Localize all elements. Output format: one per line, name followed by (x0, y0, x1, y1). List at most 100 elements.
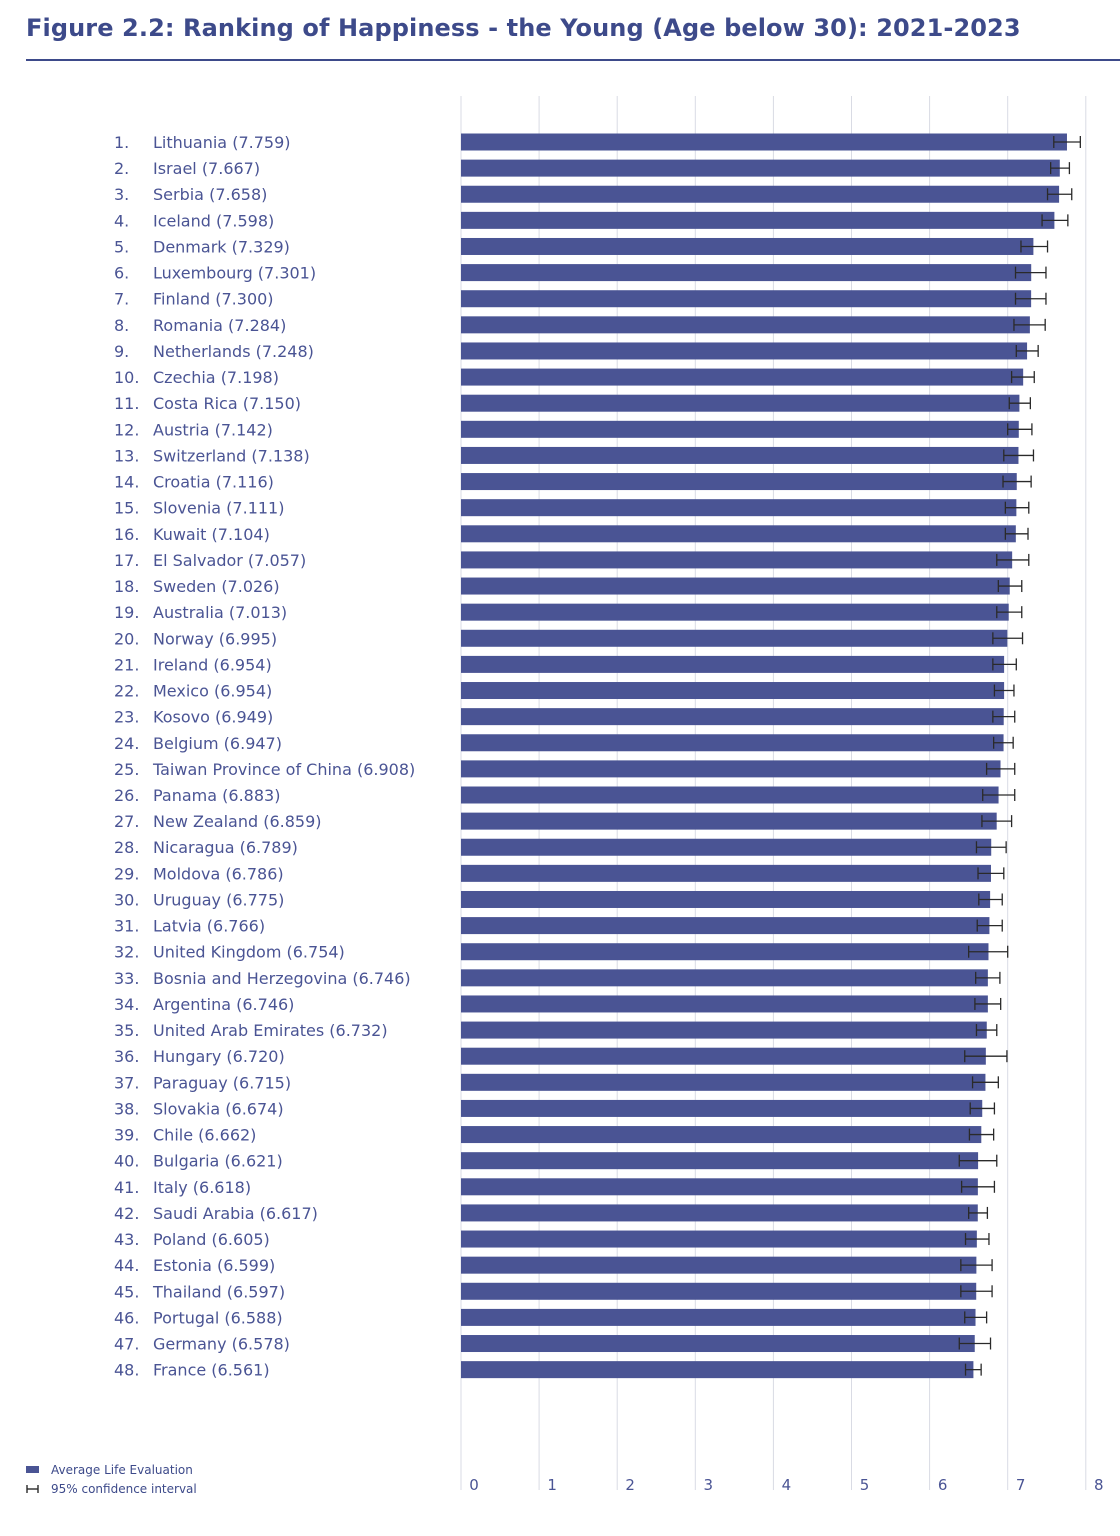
bar (461, 1047, 986, 1065)
bar (461, 446, 1019, 464)
category-rank: 8. (114, 316, 129, 335)
bar (461, 394, 1020, 412)
category-label: Saudi Arabia (6.617) (153, 1204, 318, 1223)
category-rank: 13. (114, 446, 139, 465)
category-label: Finland (7.300) (153, 290, 274, 309)
bar (461, 1073, 986, 1091)
category-label: France (6.561) (153, 1361, 270, 1380)
category-rank: 48. (114, 1361, 139, 1380)
legend-item-ci: 95% confidence interval (26, 1479, 197, 1498)
category-label: Croatia (7.116) (153, 473, 274, 492)
category-label: Taiwan Province of China (6.908) (152, 760, 415, 779)
category-rank: 25. (114, 760, 139, 779)
category-rank: 19. (114, 603, 139, 622)
bar (461, 629, 1008, 647)
category-label: Lithuania (7.759) (153, 133, 290, 152)
bar (461, 1308, 976, 1326)
category-label: El Salvador (7.057) (153, 551, 306, 570)
bar (461, 890, 991, 908)
bar (461, 812, 997, 830)
category-label: Romania (7.284) (153, 316, 286, 335)
x-tick-label: 4 (782, 1476, 792, 1494)
bar (461, 290, 1032, 308)
bar (461, 525, 1016, 543)
category-rank: 38. (114, 1099, 139, 1118)
bar (461, 1256, 977, 1274)
category-label: Slovenia (7.111) (153, 499, 284, 518)
title-underline (26, 59, 1120, 61)
category-rank: 2. (114, 159, 129, 178)
bar (461, 499, 1017, 517)
category-label: Portugal (6.588) (153, 1308, 283, 1327)
bar (461, 159, 1060, 177)
category-rank: 36. (114, 1047, 139, 1066)
bar (461, 1230, 977, 1248)
category-rank: 1. (114, 133, 129, 152)
category-rank: 15. (114, 499, 139, 518)
category-label: Germany (6.578) (153, 1335, 290, 1354)
category-label: Uruguay (6.775) (153, 890, 284, 909)
category-rank: 26. (114, 786, 139, 805)
category-label: Serbia (7.658) (153, 185, 267, 204)
category-rank: 29. (114, 864, 139, 883)
category-label: Estonia (6.599) (153, 1256, 275, 1275)
chart-title: Figure 2.2: Ranking of Happiness - the Y… (26, 14, 1021, 42)
category-label: Australia (7.013) (153, 603, 287, 622)
category-rank: 3. (114, 185, 129, 204)
category-label: Kuwait (7.104) (153, 525, 270, 544)
bar (461, 708, 1004, 726)
category-label: Thailand (6.597) (152, 1282, 285, 1301)
category-label: Poland (6.605) (153, 1230, 270, 1249)
bar (461, 577, 1010, 595)
x-tick-label: 1 (547, 1476, 557, 1494)
category-rank: 44. (114, 1256, 139, 1275)
bar (461, 1361, 974, 1379)
x-tick-label: 3 (704, 1476, 714, 1494)
category-label: Denmark (7.329) (153, 237, 290, 256)
bar (461, 1126, 982, 1144)
category-rank: 9. (114, 342, 129, 361)
bar (461, 1335, 975, 1353)
bar (461, 342, 1028, 360)
bar (461, 682, 1005, 700)
bar (461, 734, 1004, 752)
category-label: Kosovo (6.949) (153, 708, 273, 727)
x-tick-label: 0 (469, 1476, 479, 1494)
category-label: Paraguay (6.715) (153, 1073, 291, 1092)
category-rank: 12. (114, 420, 139, 439)
category-label: Chile (6.662) (153, 1126, 256, 1145)
category-label: Austria (7.142) (153, 420, 273, 439)
legend: Average Life Evaluation 95% confidence i… (26, 1460, 197, 1498)
bar (461, 917, 990, 935)
category-rank: 33. (114, 969, 139, 988)
bar (461, 655, 1005, 673)
category-rank: 22. (114, 682, 139, 701)
bar (461, 264, 1032, 282)
bar (461, 786, 999, 804)
x-tick-label: 8 (1094, 1476, 1104, 1494)
category-label: Netherlands (7.248) (153, 342, 314, 361)
bar (461, 211, 1055, 229)
x-tick-label: 2 (625, 1476, 635, 1494)
category-label: Luxembourg (7.301) (153, 264, 316, 283)
bar (461, 473, 1017, 491)
category-rank: 20. (114, 629, 139, 648)
category-rank: 6. (114, 264, 129, 283)
x-tick-label: 7 (1016, 1476, 1026, 1494)
category-rank: 37. (114, 1073, 139, 1092)
legend-label-ci: 95% confidence interval (51, 1481, 197, 1496)
category-rank: 18. (114, 577, 139, 596)
category-rank: 4. (114, 211, 129, 230)
category-label: Slovakia (6.674) (153, 1099, 284, 1118)
category-label: New Zealand (6.859) (153, 812, 322, 831)
category-rank: 31. (114, 917, 139, 936)
category-label: Costa Rica (7.150) (153, 394, 301, 413)
category-rank: 34. (114, 995, 139, 1014)
category-label: United Arab Emirates (6.732) (153, 1021, 388, 1040)
category-label: Panama (6.883) (153, 786, 280, 805)
category-rank: 16. (114, 525, 139, 544)
category-rank: 47. (114, 1335, 139, 1354)
bar (461, 237, 1034, 255)
category-rank: 35. (114, 1021, 139, 1040)
bar (461, 316, 1030, 334)
